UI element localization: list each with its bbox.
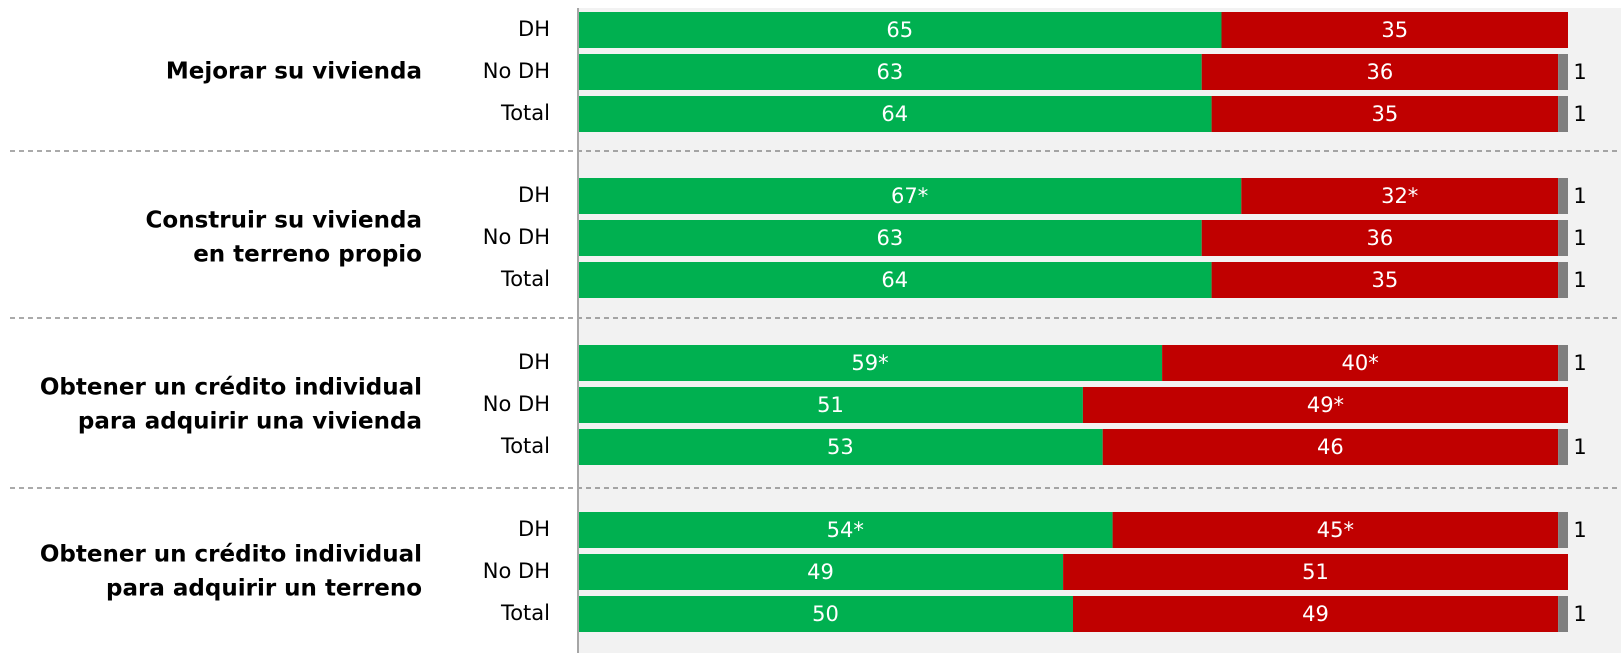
value-label: 64 [881,268,908,292]
value-label: 36 [1367,60,1394,84]
bar-segment [578,12,1222,48]
bar-segment [1241,178,1559,214]
category-label: No DH [483,392,550,416]
value-label: 36 [1367,226,1394,250]
bar-segment [1102,429,1559,465]
value-label: 49 [1302,602,1329,626]
bar-segment [1073,596,1559,632]
bar-segment [578,345,1163,381]
value-label: 1 [1573,518,1586,542]
value-label: 40* [1341,351,1378,375]
bar-segment [1558,345,1568,381]
group-label: para adquirir una vivienda [78,409,422,435]
value-label: 59* [851,351,888,375]
bar-segment [1201,220,1559,256]
bar-segment [1558,178,1568,214]
bar-segment [578,178,1242,214]
category-label: DH [518,517,550,541]
group-label: para adquirir un terreno [106,576,422,602]
bar-segment [1558,596,1568,632]
bar-segment [1558,262,1568,298]
value-label: 1 [1573,268,1586,292]
value-label: 53 [827,435,854,459]
category-label: DH [518,183,550,207]
value-label: 35 [1381,18,1408,42]
value-label: 1 [1573,184,1586,208]
value-label: 1 [1573,102,1586,126]
bar-segment [578,554,1064,590]
category-label: Total [500,601,550,625]
group-label: Mejorar su vivienda [166,59,422,85]
value-label: 1 [1573,226,1586,250]
bar-segment [1201,54,1559,90]
category-label: Total [500,101,550,125]
bar-segment [1112,512,1559,548]
value-label: 1 [1573,351,1586,375]
value-label: 49 [807,560,834,584]
bar-segment [1558,220,1568,256]
bar-segment [578,596,1073,632]
bar-segment [578,387,1083,423]
bar-segment [1558,96,1568,132]
group-label: Obtener un crédito individual [40,542,422,568]
bar-segment [1221,12,1568,48]
bar-segment [578,54,1202,90]
value-label: 45* [1317,518,1354,542]
category-label: DH [518,17,550,41]
category-label: DH [518,350,550,374]
value-label: 65 [886,18,913,42]
bar-segment [1211,96,1559,132]
bar-segment [578,96,1212,132]
value-label: 46 [1317,435,1344,459]
bar-segment [578,429,1103,465]
bar-segment [578,512,1113,548]
category-label: No DH [483,59,550,83]
category-label: No DH [483,559,550,583]
category-label: Total [500,267,550,291]
bar-segment [1558,429,1568,465]
value-label: 1 [1573,60,1586,84]
bar-segment [1211,262,1559,298]
value-label: 1 [1573,602,1586,626]
bar-segment [1162,345,1559,381]
bar-segment [578,262,1212,298]
value-label: 51 [1302,560,1329,584]
value-label: 49* [1307,393,1344,417]
value-label: 35 [1371,268,1398,292]
bar-segment [1558,54,1568,90]
category-label: No DH [483,225,550,249]
bar-segment [1558,512,1568,548]
bar-segment [578,220,1202,256]
group-label: Construir su vivienda [146,208,422,234]
bar-segment [1082,387,1568,423]
value-label: 64 [881,102,908,126]
value-label: 35 [1371,102,1398,126]
value-label: 63 [876,60,903,84]
value-label: 63 [876,226,903,250]
bar-segment [1063,554,1568,590]
group-label: Obtener un crédito individual [40,375,422,401]
value-label: 54* [827,518,864,542]
value-label: 32* [1381,184,1418,208]
value-label: 50 [812,602,839,626]
category-label: Total [500,434,550,458]
value-label: 67* [891,184,928,208]
group-label: en terreno propio [193,242,422,268]
value-label: 51 [817,393,844,417]
value-label: 1 [1573,435,1586,459]
